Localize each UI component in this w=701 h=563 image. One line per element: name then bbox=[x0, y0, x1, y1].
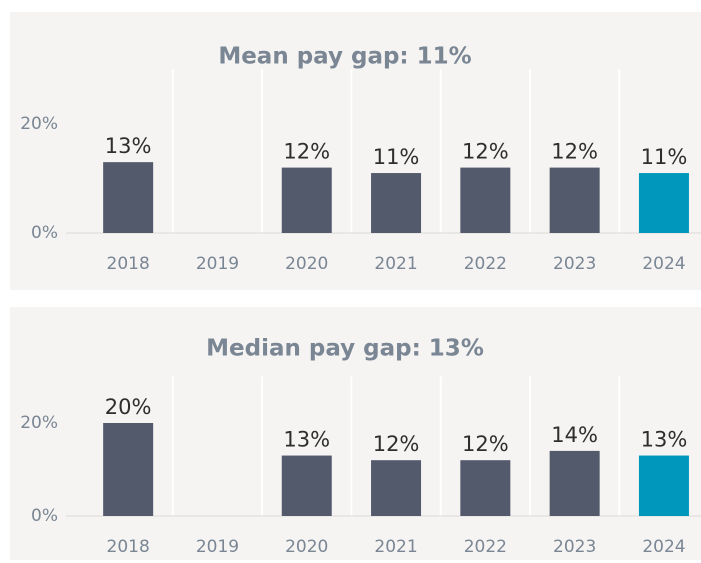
value-label: 20% bbox=[105, 395, 152, 419]
y-tick-label: 0% bbox=[31, 506, 58, 526]
bar bbox=[638, 455, 689, 516]
value-label: 13% bbox=[641, 428, 688, 452]
y-tick-label: 20% bbox=[20, 114, 58, 134]
y-tick-label: 20% bbox=[20, 413, 58, 433]
x-tick-label: 2020 bbox=[285, 254, 328, 274]
x-tick-label: 2024 bbox=[642, 537, 685, 557]
bar bbox=[549, 167, 600, 233]
chart-title: Median pay gap: 13% bbox=[206, 336, 484, 362]
x-tick-label: 2021 bbox=[374, 254, 417, 274]
bar bbox=[371, 173, 422, 233]
value-label: 12% bbox=[551, 140, 598, 164]
value-label: 11% bbox=[641, 145, 688, 169]
bar bbox=[371, 460, 422, 516]
chart-title: Mean pay gap: 11% bbox=[218, 44, 471, 70]
bar bbox=[103, 423, 154, 516]
value-label: 12% bbox=[283, 140, 330, 164]
value-label: 12% bbox=[462, 432, 509, 456]
value-label: 14% bbox=[551, 423, 598, 447]
panel bbox=[10, 12, 701, 290]
x-tick-label: 2018 bbox=[107, 537, 150, 557]
x-tick-label: 2019 bbox=[196, 254, 239, 274]
value-label: 13% bbox=[283, 428, 330, 452]
x-tick-label: 2018 bbox=[107, 254, 150, 274]
value-label: 13% bbox=[105, 134, 152, 158]
x-tick-label: 2023 bbox=[553, 537, 596, 557]
x-tick-label: 2022 bbox=[464, 537, 507, 557]
bar bbox=[638, 173, 689, 233]
x-tick-label: 2022 bbox=[464, 254, 507, 274]
x-tick-label: 2019 bbox=[196, 537, 239, 557]
x-tick-label: 2024 bbox=[642, 254, 685, 274]
value-label: 12% bbox=[462, 140, 509, 164]
x-tick-label: 2021 bbox=[374, 537, 417, 557]
value-label: 11% bbox=[373, 145, 420, 169]
bar bbox=[281, 167, 332, 233]
x-tick-label: 2023 bbox=[553, 254, 596, 274]
bar bbox=[460, 167, 511, 233]
bar bbox=[281, 455, 332, 516]
x-tick-label: 2020 bbox=[285, 537, 328, 557]
value-label: 12% bbox=[373, 432, 420, 456]
bar bbox=[460, 460, 511, 516]
y-tick-label: 0% bbox=[31, 223, 58, 243]
bar bbox=[549, 450, 600, 516]
bar bbox=[103, 162, 154, 233]
